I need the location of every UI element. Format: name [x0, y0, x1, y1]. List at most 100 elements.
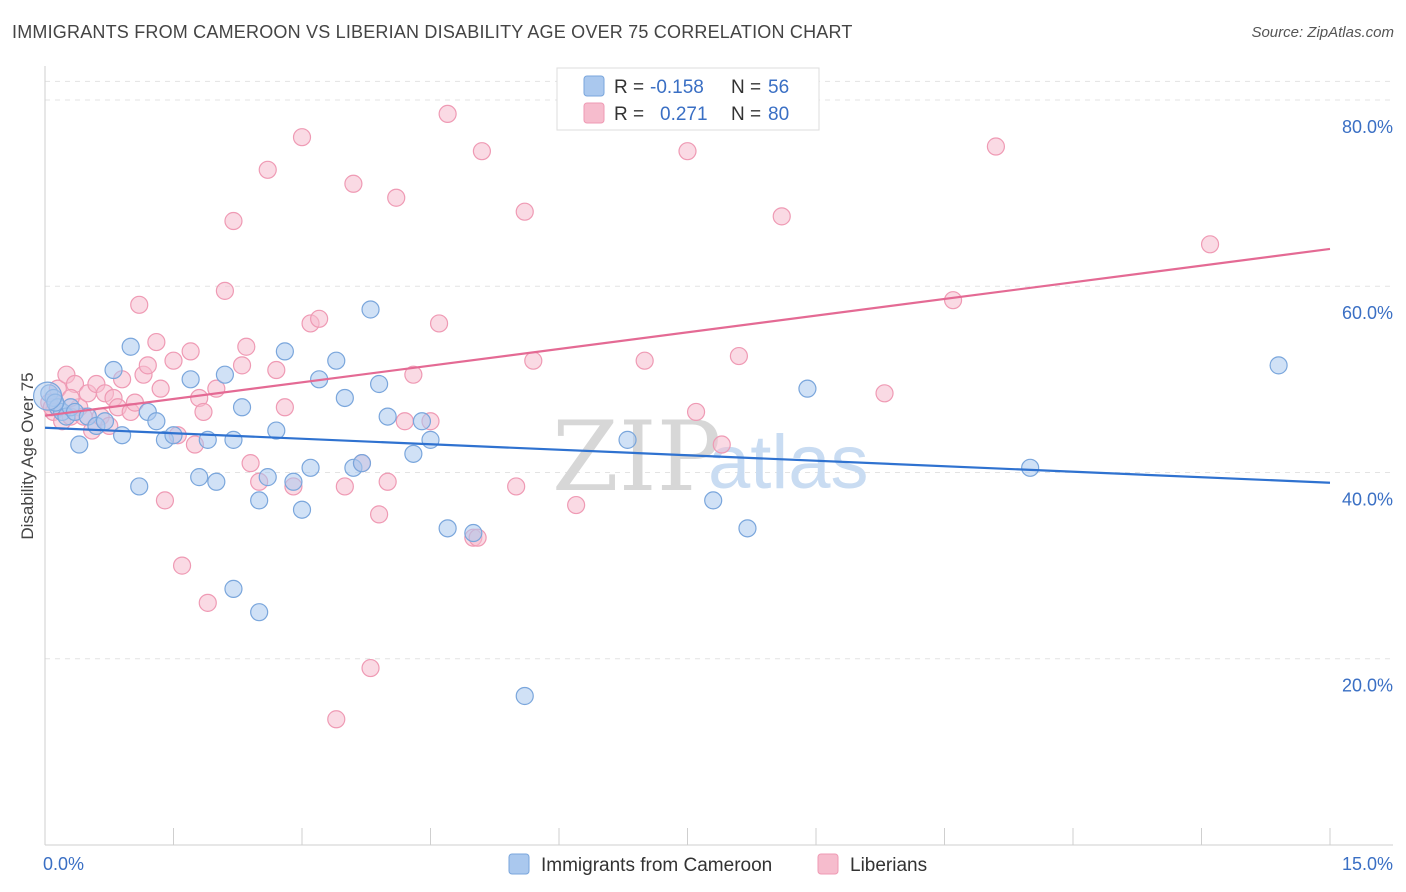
data-point — [190, 468, 209, 487]
data-point — [943, 291, 963, 310]
data-point — [95, 412, 115, 431]
data-point — [194, 402, 213, 422]
data-point — [772, 207, 791, 226]
axes — [44, 66, 1393, 846]
data-point — [104, 360, 123, 380]
data-point — [387, 188, 406, 207]
data-point — [121, 337, 140, 356]
data-point — [164, 426, 183, 445]
data-point — [258, 160, 277, 179]
data-point — [224, 211, 243, 231]
data-point — [292, 500, 312, 519]
data-point — [70, 435, 89, 454]
data-point — [130, 295, 149, 314]
data-point — [635, 351, 654, 370]
legend-swatch-pink — [583, 102, 605, 124]
legend-n-label: N = — [731, 77, 761, 98]
legend-swatch-liberians — [817, 853, 839, 875]
y-tick-label: 60.0% — [1342, 303, 1393, 323]
data-point — [275, 342, 294, 361]
data-point — [155, 491, 175, 510]
data-point — [404, 365, 423, 384]
data-point — [241, 454, 260, 473]
data-point — [301, 458, 320, 477]
stats-legend: R = -0.158 N = 56 R = 0.271 N = 80 — [556, 67, 820, 131]
data-point — [738, 519, 757, 538]
data-point — [438, 519, 457, 538]
data-point — [112, 426, 132, 445]
x-tick-label: 0.0% — [43, 854, 84, 874]
y-tick-label: 80.0% — [1342, 117, 1393, 137]
legend-label-cameroon: Immigrants from Cameroon — [541, 855, 772, 876]
chart-title: IMMIGRANTS FROM CAMEROON VS LIBERIAN DIS… — [12, 22, 853, 42]
y-axis-label: Disability Age Over 75 — [18, 372, 37, 539]
data-point — [361, 658, 380, 678]
data-point — [361, 300, 380, 319]
data-point — [678, 142, 697, 161]
y-tick-label: 20.0% — [1342, 676, 1393, 696]
data-point — [258, 468, 277, 487]
trend-line-liberians — [44, 247, 1331, 417]
data-point — [352, 454, 372, 473]
data-point — [798, 379, 817, 398]
legend-swatch-blue — [583, 75, 605, 97]
data-point — [515, 202, 534, 221]
data-point — [567, 495, 586, 515]
legend-n-value-pink: 80 — [768, 104, 789, 125]
data-point — [224, 430, 243, 449]
data-point — [370, 374, 389, 394]
data-point — [515, 686, 534, 706]
data-point — [215, 365, 234, 384]
data-point — [704, 491, 723, 510]
legend-swatch-cameroon — [508, 853, 530, 875]
legend-label-liberians: Liberians — [850, 855, 927, 876]
data-point — [267, 360, 286, 380]
data-point — [412, 412, 432, 431]
data-point — [1269, 356, 1288, 375]
data-point — [344, 174, 363, 193]
data-point — [1200, 235, 1220, 254]
legend-n-value-blue: 56 — [768, 77, 789, 98]
data-point — [267, 421, 286, 440]
data-point — [327, 351, 346, 370]
legend-r-value-pink: 0.271 — [660, 104, 708, 125]
data-point — [524, 351, 543, 370]
data-point — [181, 342, 200, 361]
data-point — [335, 477, 354, 496]
data-point — [370, 505, 389, 524]
data-point — [729, 346, 749, 366]
series-immigrants-from-cameroon — [32, 300, 1288, 706]
data-point — [151, 379, 170, 398]
data-point — [310, 309, 329, 328]
data-point — [232, 356, 252, 375]
data-point — [712, 435, 731, 454]
data-point — [404, 444, 423, 463]
data-point — [1021, 458, 1040, 477]
data-point — [147, 412, 166, 431]
data-point — [327, 710, 346, 729]
data-point — [395, 412, 414, 431]
data-point — [986, 137, 1006, 156]
x-tick-label: 15.0% — [1342, 854, 1393, 874]
data-point — [164, 351, 183, 370]
y-tick-labels: 20.0% 40.0% 60.0% 80.0% — [1342, 117, 1393, 696]
legend-r-label: R = — [614, 77, 644, 98]
data-point — [172, 556, 192, 575]
data-point — [198, 593, 217, 612]
data-point — [421, 430, 440, 449]
trend-line-cameroon — [44, 426, 1331, 484]
data-point — [130, 477, 149, 496]
data-point — [181, 370, 200, 389]
trend-lines — [44, 247, 1331, 484]
data-point — [147, 332, 166, 352]
data-point — [207, 472, 226, 491]
data-point — [275, 398, 294, 417]
data-point — [378, 407, 397, 426]
data-point — [237, 337, 256, 356]
data-point — [292, 128, 312, 147]
data-point — [378, 472, 397, 491]
data-point — [507, 477, 526, 496]
data-point — [429, 314, 449, 333]
data-point — [686, 402, 706, 422]
